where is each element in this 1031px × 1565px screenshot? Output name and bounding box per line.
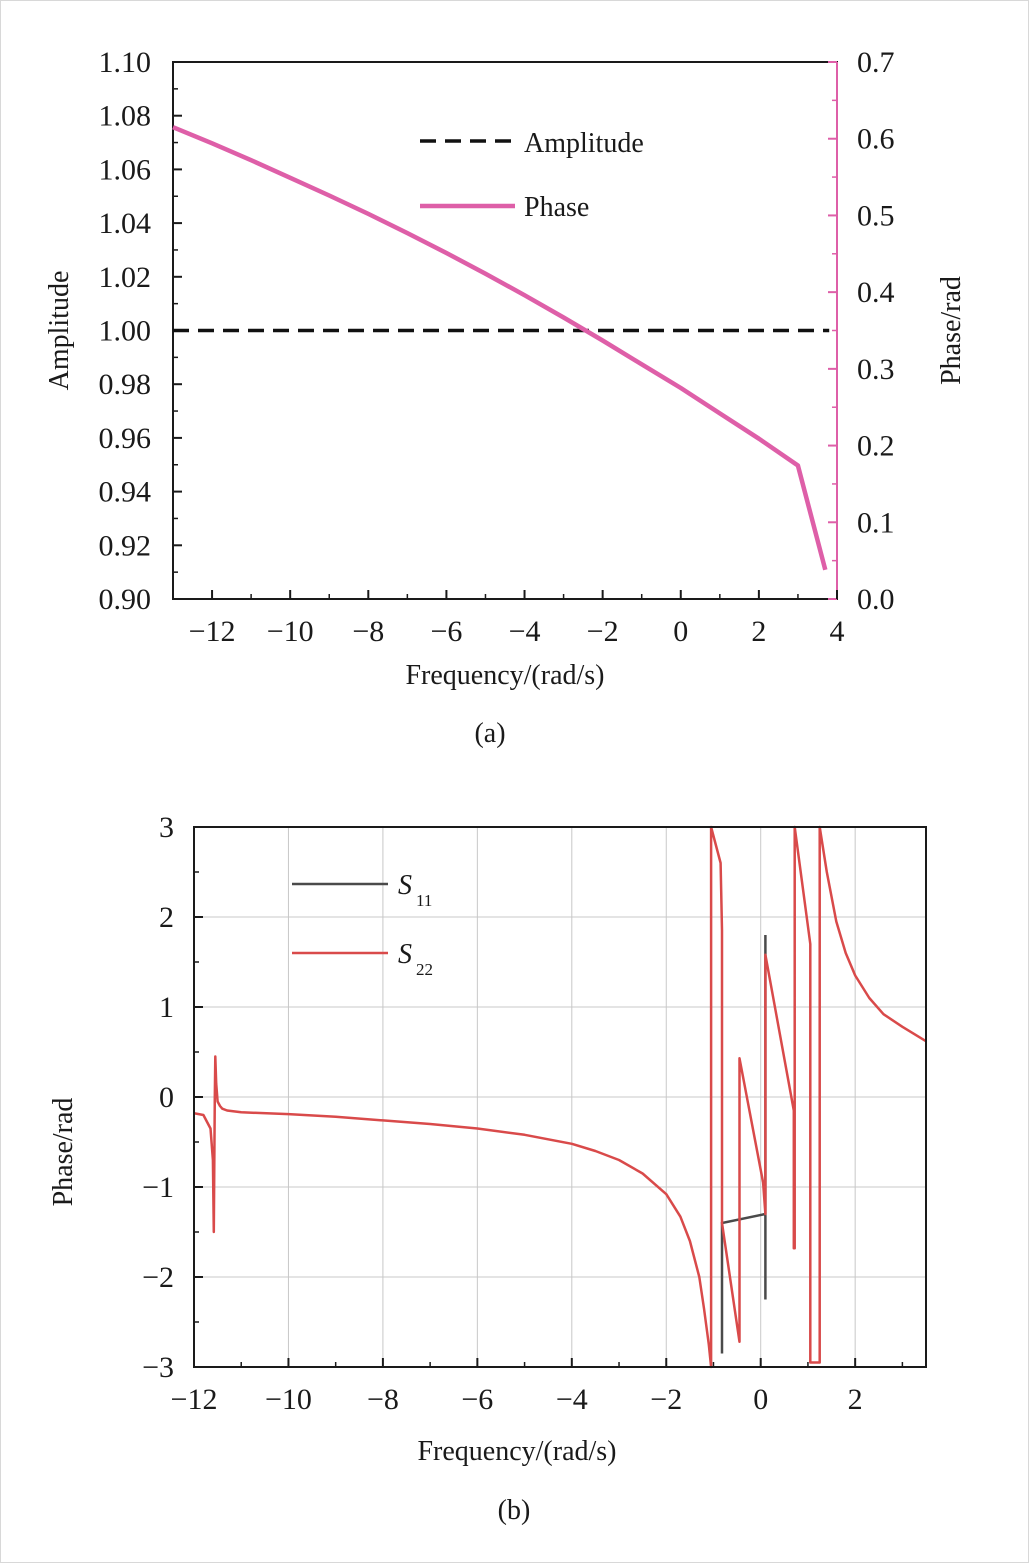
xtick-label-a: 4 bbox=[830, 615, 845, 648]
legend-label-s11: S bbox=[398, 870, 412, 901]
y2tick-label-a: 0.2 bbox=[857, 430, 895, 463]
xaxis-label-a: Frequency/(rad/s) bbox=[405, 660, 604, 691]
y2tick-label-a: 0.0 bbox=[857, 583, 895, 616]
xtick-label-b: −6 bbox=[461, 1383, 493, 1416]
legend-label-s22: S bbox=[398, 939, 412, 970]
xtick-label-a: −12 bbox=[189, 615, 236, 648]
yaxis-label-a: Amplitude bbox=[44, 271, 75, 391]
ytick-label-a: 1.08 bbox=[99, 100, 152, 133]
xtick-label-b: 0 bbox=[753, 1383, 768, 1416]
ytick-label-b: −2 bbox=[142, 1261, 174, 1294]
ytick-label-a: 1.06 bbox=[99, 153, 152, 186]
xtick-label-b: −4 bbox=[556, 1383, 588, 1416]
legend-label-amplitude: Amplitude bbox=[524, 128, 644, 159]
ytick-label-b: −3 bbox=[142, 1351, 174, 1384]
xtick-label-b: −8 bbox=[367, 1383, 399, 1416]
xtick-label-a: 2 bbox=[751, 615, 766, 648]
xtick-label-a: −10 bbox=[267, 615, 314, 648]
legend-label-phase: Phase bbox=[524, 192, 589, 223]
y2tick-label-a: 0.3 bbox=[857, 353, 895, 386]
y2tick-label-a: 0.6 bbox=[857, 123, 895, 156]
caption-a: (a) bbox=[474, 718, 505, 749]
xtick-label-a: −8 bbox=[352, 615, 384, 648]
s22-line bbox=[194, 825, 926, 1369]
ytick-label-b: 1 bbox=[159, 991, 174, 1024]
ytick-label-a: 0.92 bbox=[99, 529, 152, 562]
ytick-label-b: −1 bbox=[142, 1171, 174, 1204]
xtick-label-b: −12 bbox=[171, 1383, 218, 1416]
legend-sub-s11: 11 bbox=[416, 891, 432, 910]
chart-a: 0.90 0.92 0.94 0.96 0.98 1.00 1.02 1.04 1.06 1.08… bbox=[44, 46, 967, 749]
ytick-label-b: 2 bbox=[159, 901, 174, 934]
xtick-label-a: −4 bbox=[509, 615, 541, 648]
xtick-label-a: −6 bbox=[430, 615, 462, 648]
ytick-label-a: 0.90 bbox=[99, 583, 152, 616]
xtick-label-a: −2 bbox=[587, 615, 619, 648]
ytick-label-b: 3 bbox=[159, 811, 174, 844]
xtick-label-b: 2 bbox=[848, 1383, 863, 1416]
legend-sub-s22: 22 bbox=[416, 960, 433, 979]
ytick-label-a: 1.00 bbox=[99, 315, 152, 348]
ytick-label-b: 0 bbox=[159, 1081, 174, 1114]
xaxis-label-b: Frequency/(rad/s) bbox=[417, 1436, 616, 1467]
xtick-label-b: −10 bbox=[265, 1383, 312, 1416]
xtick-label-a: 0 bbox=[673, 615, 688, 648]
ytick-label-a: 0.96 bbox=[99, 422, 152, 455]
ytick-label-a: 0.98 bbox=[99, 368, 152, 401]
ytick-label-a: 1.02 bbox=[99, 261, 152, 294]
ytick-label-a: 1.10 bbox=[99, 46, 152, 79]
caption-b: (b) bbox=[498, 1495, 531, 1526]
yaxis-label-b: Phase/rad bbox=[48, 1098, 79, 1207]
phase-line bbox=[172, 125, 828, 571]
series-group-b bbox=[194, 825, 926, 1369]
y2tick-label-a: 0.5 bbox=[857, 199, 895, 232]
y2tick-label-a: 0.4 bbox=[857, 276, 895, 309]
ytick-label-a: 0.94 bbox=[99, 476, 152, 509]
y2tick-label-a: 0.1 bbox=[857, 506, 895, 539]
y2axis-label-a: Phase/rad bbox=[936, 276, 967, 385]
y2tick-label-a: 0.7 bbox=[857, 46, 895, 79]
s11-line bbox=[720, 935, 767, 1354]
xtick-label-b: −2 bbox=[650, 1383, 682, 1416]
ytick-label-a: 1.04 bbox=[99, 207, 152, 240]
